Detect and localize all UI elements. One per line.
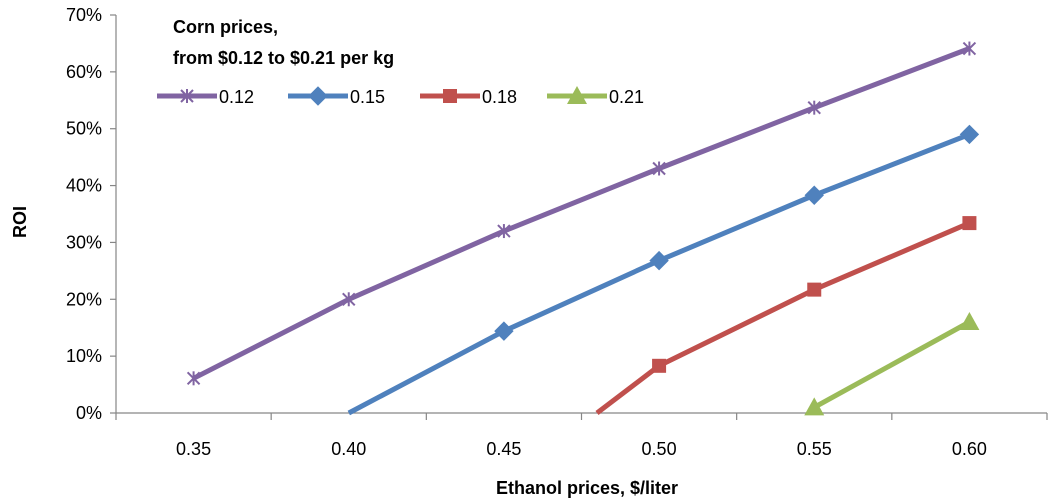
- series-0-15: [347, 124, 980, 416]
- x-tick-label: 0.40: [331, 439, 366, 459]
- series-line: [192, 46, 971, 381]
- series-line: [595, 220, 971, 415]
- y-tick-label: 0%: [76, 403, 102, 423]
- y-axis-title: ROI: [10, 206, 30, 238]
- data-point: [186, 371, 201, 386]
- data-point: [959, 312, 980, 331]
- y-tick-label: 60%: [66, 62, 102, 82]
- legend-title-line: from $0.12 to $0.21 per kg: [173, 48, 394, 68]
- y-tick-label: 10%: [66, 346, 102, 366]
- legend-label: 0.21: [609, 87, 644, 107]
- legend-label: 0.18: [482, 87, 517, 107]
- series-group: [186, 41, 980, 416]
- legend-title-line: Corn prices,: [173, 17, 278, 37]
- data-point: [342, 292, 356, 307]
- series-0-21: [804, 312, 980, 416]
- x-tick-label: 0.60: [952, 439, 987, 459]
- y-tick-label: 20%: [66, 289, 102, 309]
- legend: Corn prices, from $0.12 to $0.21 per kg 0.…: [157, 17, 644, 107]
- x-tick-label: 0.45: [486, 439, 521, 459]
- series-0-12: [186, 41, 977, 386]
- data-point: [962, 41, 977, 56]
- data-point: [807, 100, 821, 115]
- legend-marker: [308, 86, 328, 106]
- data-point: [807, 282, 822, 297]
- y-tick-label: 70%: [66, 5, 102, 25]
- series-line: [813, 319, 971, 410]
- data-point: [494, 321, 514, 341]
- y-tick-label: 40%: [66, 176, 102, 196]
- x-axis-title: Ethanol prices, $/liter: [496, 478, 678, 498]
- y-tick-label: 50%: [66, 119, 102, 139]
- legend-marker: [567, 86, 587, 104]
- data-point: [649, 250, 669, 271]
- legend-item-0-18: 0.18: [420, 87, 517, 107]
- y-tick-label: 30%: [66, 232, 102, 252]
- legend-marker: [180, 89, 194, 103]
- data-point: [652, 358, 667, 373]
- data-point: [804, 397, 825, 416]
- data-point: [804, 185, 824, 205]
- legend-item-0-12: 0.12: [157, 87, 254, 107]
- axes: [110, 14, 1048, 420]
- legend-item-0-21: 0.21: [547, 86, 644, 107]
- legend-item-0-15: 0.15: [288, 86, 385, 107]
- data-point: [962, 216, 977, 231]
- legend-label: 0.12: [219, 87, 254, 107]
- data-point: [652, 161, 666, 176]
- x-tick-label: 0.55: [797, 439, 832, 459]
- tick-labels: 0% 10% 20% 30% 40% 50% 60% 70% 0.35 0.40 0.45 0.50 0…: [66, 5, 987, 459]
- data-point: [497, 224, 511, 239]
- x-tick-label: 0.35: [176, 439, 211, 459]
- legend-label: 0.15: [350, 87, 385, 107]
- legend-marker: [443, 89, 457, 103]
- x-tick-label: 0.50: [642, 439, 677, 459]
- data-point: [959, 124, 980, 145]
- series-0-18: [595, 216, 977, 415]
